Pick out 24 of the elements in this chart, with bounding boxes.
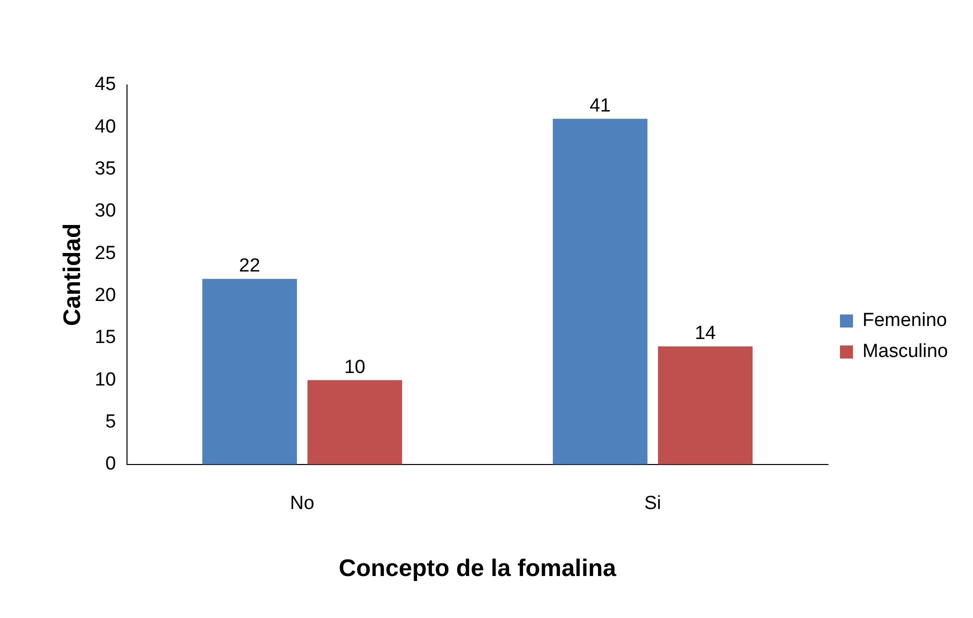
x-tick-label: Si	[644, 493, 662, 514]
legend-label: Masculino	[862, 341, 948, 362]
bar	[307, 380, 402, 464]
y-tick-label: 45	[94, 74, 116, 96]
data-label: 10	[344, 356, 366, 378]
y-tick-label: 0	[105, 454, 116, 475]
y-tick-label: 35	[94, 158, 116, 180]
data-label: 41	[590, 95, 611, 116]
y-tick-label: 5	[105, 411, 116, 432]
y-axis-title: Cantidad	[59, 223, 86, 326]
bar	[202, 278, 297, 464]
data-label: 22	[239, 256, 260, 277]
y-tick-label: 40	[94, 116, 116, 138]
bar	[552, 118, 648, 464]
bar	[658, 346, 753, 464]
y-tick-label: 20	[94, 285, 116, 306]
x-axis-title: Concepto de la fomalina	[338, 555, 617, 582]
y-tick-label: 30	[94, 200, 116, 222]
legend-label: Femenino	[862, 310, 947, 332]
y-tick-label: 25	[94, 242, 116, 264]
x-tick-label: No	[290, 493, 314, 514]
data-label: 14	[694, 323, 716, 344]
y-tick-label: 15	[94, 327, 116, 348]
y-tick-label: 10	[94, 369, 116, 390]
